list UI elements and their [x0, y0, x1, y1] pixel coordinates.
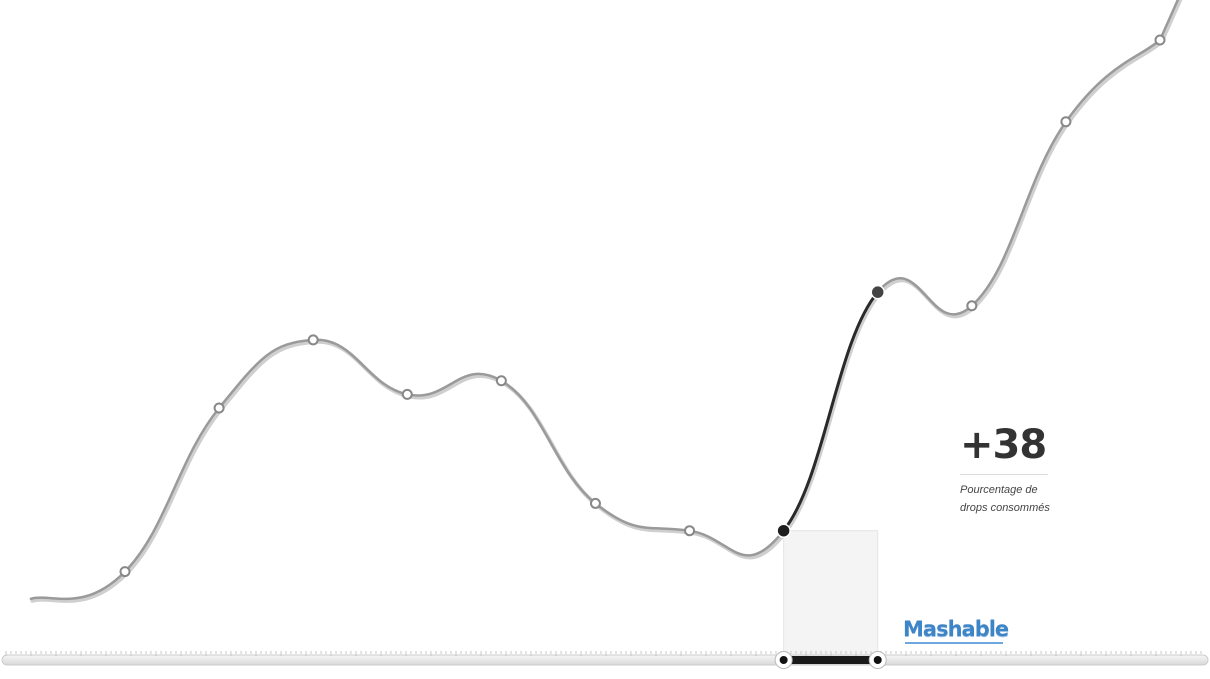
highlight-panel: +38 Pourcentage de drops consommés [960, 420, 1050, 517]
data-point[interactable] [1060, 116, 1072, 128]
selected-range-band [783, 530, 879, 661]
highlight-divider [960, 474, 1048, 475]
data-point[interactable] [589, 497, 601, 509]
selected-data-point[interactable] [870, 284, 885, 300]
data-point[interactable] [966, 300, 978, 312]
brand-underline [905, 642, 1003, 644]
range-handle-grip[interactable] [873, 656, 882, 664]
scrollbar-thumb[interactable] [783, 656, 878, 664]
data-points [119, 34, 1166, 578]
data-point[interactable] [495, 375, 507, 387]
highlight-value: +38 [960, 422, 1047, 468]
data-point[interactable] [307, 334, 319, 346]
brand-logo: Mashable [903, 617, 1009, 641]
selected-series-line [782, 290, 880, 533]
range-handle-grip[interactable] [779, 656, 788, 664]
selected-data-point[interactable] [776, 523, 791, 538]
data-point[interactable] [684, 525, 696, 537]
data-point[interactable] [213, 402, 225, 414]
data-point[interactable] [1154, 34, 1166, 46]
highlight-label: Pourcentage de drops consommés [960, 484, 1050, 514]
range-scrollbar[interactable] [1, 651, 1209, 669]
scrollbar-track[interactable] [1, 654, 1209, 666]
data-point[interactable] [119, 566, 131, 578]
data-point[interactable] [401, 388, 413, 400]
